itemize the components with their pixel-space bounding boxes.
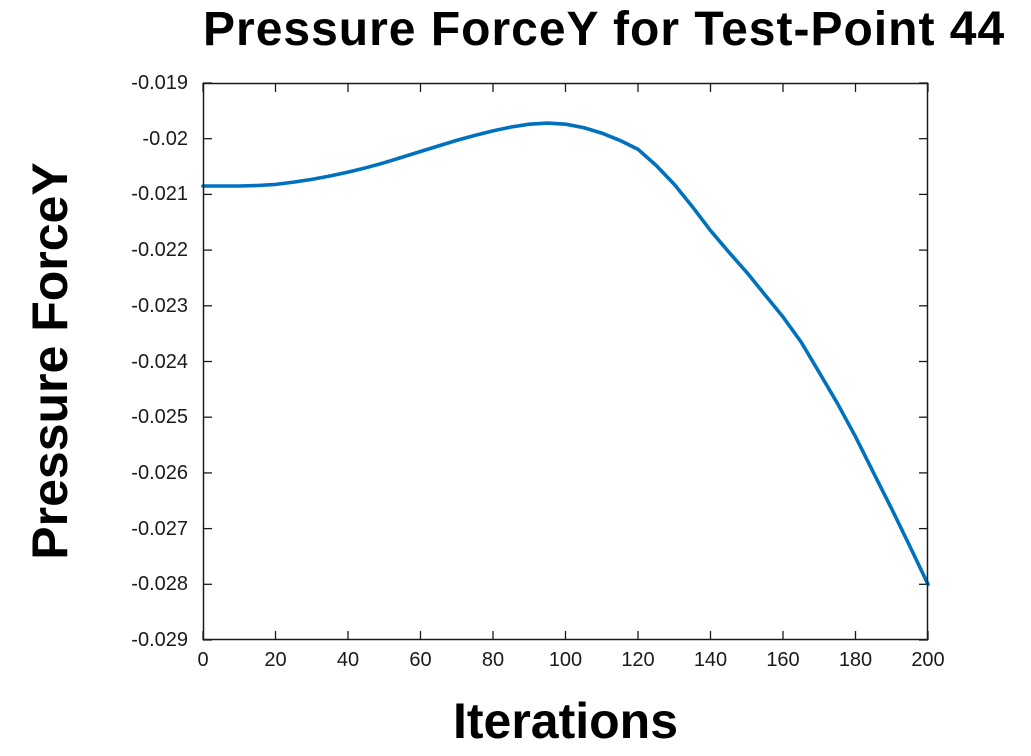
y-tick-label: -0.026 — [131, 461, 188, 484]
y-tick-label: -0.029 — [131, 629, 188, 651]
plot-svg — [201, 82, 930, 641]
x-tick-label: 0 — [197, 649, 209, 671]
y-tick-label: -0.023 — [131, 294, 188, 317]
x-tick-label: 120 — [621, 649, 655, 671]
x-tick-label: 80 — [481, 649, 505, 671]
x-axis-label: Iterations — [452, 693, 679, 749]
axes-box — [202, 82, 929, 641]
x-tick-label: 60 — [409, 649, 432, 671]
y-tick-label: -0.019 — [131, 72, 188, 94]
y-tick-label: -0.028 — [131, 573, 188, 596]
x-tick-label: 40 — [336, 649, 360, 671]
y-tick-label: -0.02 — [142, 127, 188, 150]
y-tick-label: -0.025 — [131, 406, 188, 429]
x-tick-label: 180 — [838, 649, 873, 671]
x-tick-label: 100 — [548, 649, 583, 671]
x-tick-label: 160 — [766, 649, 800, 671]
x-tick-label: 20 — [264, 649, 287, 671]
series-line — [201, 121, 930, 587]
y-axis-label: Pressure ForceY — [22, 162, 78, 560]
x-tick-label: 200 — [911, 649, 945, 671]
y-tick-label: -0.027 — [131, 517, 188, 540]
plot-area — [201, 82, 930, 641]
y-tick-label: -0.024 — [131, 350, 188, 373]
y-tick-label: -0.021 — [131, 183, 188, 206]
x-tick-label: 140 — [693, 649, 728, 671]
chart-title: Pressure ForceY for Test-Point 44 — [203, 3, 1006, 56]
y-tick-label: -0.022 — [131, 239, 188, 262]
